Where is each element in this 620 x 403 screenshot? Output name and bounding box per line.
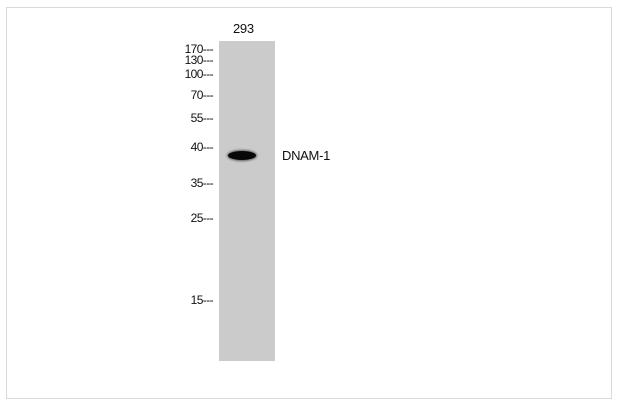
lane-label: 293 <box>233 21 254 36</box>
marker-130: 130--- <box>184 53 214 67</box>
marker-15: 15--- <box>190 293 214 307</box>
figure-frame <box>6 7 612 399</box>
gel-lane <box>219 41 275 361</box>
protein-band <box>228 151 256 160</box>
marker-170: 170--- <box>184 42 214 56</box>
marker-55: 55--- <box>190 111 214 125</box>
target-protein-label: DNAM-1 <box>282 148 331 163</box>
marker-100: 100--- <box>184 67 214 81</box>
marker-40: 40--- <box>190 140 214 154</box>
marker-70: 70--- <box>190 88 214 102</box>
marker-35: 35--- <box>190 176 214 190</box>
marker-25: 25--- <box>190 211 214 225</box>
